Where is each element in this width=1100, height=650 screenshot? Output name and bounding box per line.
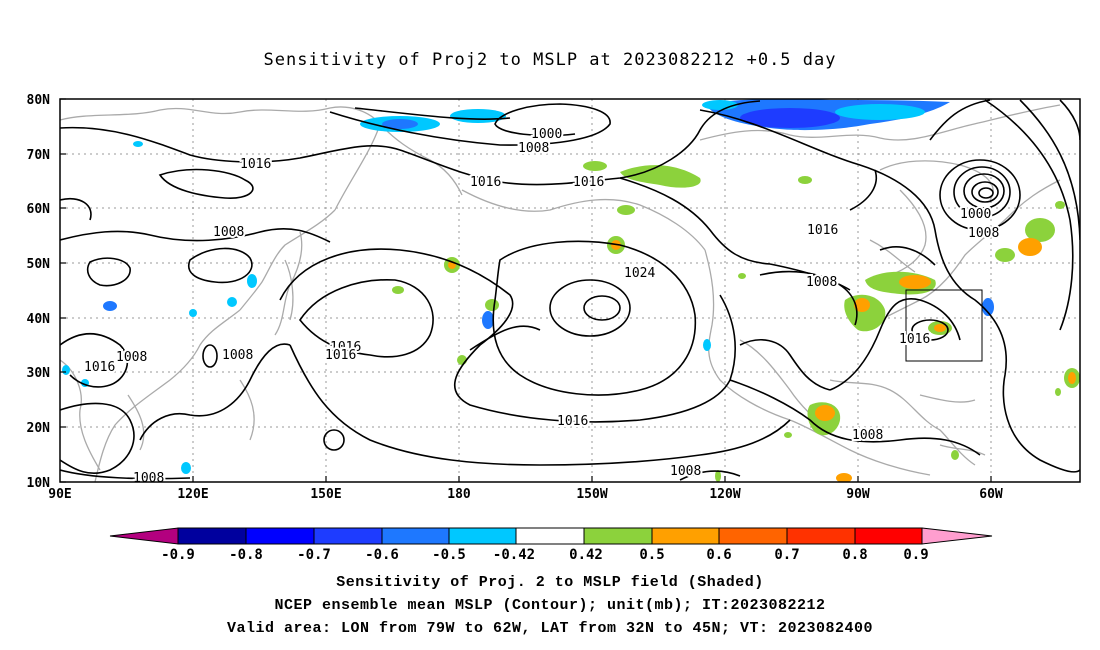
colorbar-label: 0.8 bbox=[842, 547, 867, 563]
colorbar-label: 0.5 bbox=[639, 547, 664, 563]
contour-label: 1016 bbox=[470, 175, 501, 190]
lat-label: 30N bbox=[27, 366, 51, 381]
colorbar bbox=[109, 527, 993, 545]
colorbar-segment bbox=[718, 527, 788, 545]
colorbar-label: -0.5 bbox=[432, 547, 466, 563]
colorbar-segment bbox=[921, 527, 993, 545]
colorbar-label: -0.6 bbox=[365, 547, 399, 563]
colorbar-segment bbox=[313, 527, 383, 545]
contour-label: 1016 bbox=[573, 175, 604, 190]
lon-label: 150W bbox=[576, 487, 607, 502]
map-gridlines bbox=[60, 99, 1080, 482]
contour-label: 1008 bbox=[133, 471, 164, 486]
colorbar-segment bbox=[515, 527, 585, 545]
lat-label: 50N bbox=[27, 257, 51, 272]
contour-label: 1016 bbox=[240, 157, 271, 172]
contour-label: 1008 bbox=[968, 226, 999, 241]
lat-label: 80N bbox=[27, 93, 51, 108]
contour-label: 1016 bbox=[807, 223, 838, 238]
lat-label: 70N bbox=[27, 148, 51, 163]
lon-label: 90W bbox=[846, 487, 870, 502]
contour-label: 1016 bbox=[84, 360, 115, 375]
caption-line-3: Valid area: LON from 79W to 62W, LAT fro… bbox=[226, 620, 874, 637]
colorbar-segment bbox=[177, 527, 247, 545]
contour-label: 1016 bbox=[330, 340, 361, 355]
lon-label: 90E bbox=[48, 487, 71, 502]
colorbar-label: -0.42 bbox=[493, 547, 535, 563]
lat-label: 60N bbox=[27, 202, 51, 217]
contour-label: 1008 bbox=[806, 275, 837, 290]
map-title: Sensitivity of Proj2 to MSLP at 20230822… bbox=[263, 50, 837, 70]
colorbar-label: 0.42 bbox=[569, 547, 603, 563]
caption-line-2: NCEP ensemble mean MSLP (Contour); unit(… bbox=[274, 597, 826, 614]
contour-label: 1008 bbox=[213, 225, 244, 240]
contour-label: 1008 bbox=[116, 350, 147, 365]
lat-label: 10N bbox=[27, 476, 51, 491]
colorbar-label: 0.9 bbox=[903, 547, 928, 563]
mslp-contours bbox=[60, 99, 1080, 481]
contour-label: 1000 bbox=[531, 127, 562, 142]
colorbar-label: 0.7 bbox=[774, 547, 799, 563]
lat-label: 20N bbox=[27, 421, 51, 436]
caption-line-1: Sensitivity of Proj. 2 to MSLP field (Sh… bbox=[336, 574, 764, 591]
colorbar-segment bbox=[651, 527, 720, 545]
colorbar-segment bbox=[245, 527, 315, 545]
colorbar-label: -0.7 bbox=[297, 547, 331, 563]
contour-label: 1008 bbox=[518, 141, 549, 156]
colorbar-label: -0.9 bbox=[161, 547, 195, 563]
coastlines bbox=[60, 104, 1061, 482]
lat-label: 40N bbox=[27, 312, 51, 327]
contour-label: 1016 bbox=[899, 332, 930, 347]
contour-label: 1008 bbox=[670, 464, 701, 479]
lon-label: 60W bbox=[979, 487, 1003, 502]
lon-label: 180 bbox=[447, 487, 471, 502]
colorbar-label: -0.8 bbox=[229, 547, 263, 563]
contour-labels: 1000 1008 1016 1016 1016 1000 1008 1016 … bbox=[82, 125, 1001, 488]
colorbar-segment bbox=[786, 527, 856, 545]
valid-area-box bbox=[905, 289, 983, 362]
lon-label: 150E bbox=[310, 487, 341, 502]
colorbar-segment bbox=[381, 527, 450, 545]
lon-label: 120E bbox=[177, 487, 208, 502]
sensitivity-shading bbox=[62, 99, 1080, 482]
colorbar-label: 0.6 bbox=[706, 547, 731, 563]
contour-label: 1024 bbox=[624, 266, 655, 281]
contour-label: 1008 bbox=[222, 348, 253, 363]
colorbar-segment bbox=[583, 527, 653, 545]
contour-label: 1000 bbox=[960, 207, 991, 222]
map-frame bbox=[59, 98, 1081, 483]
colorbar-segment bbox=[109, 527, 179, 545]
colorbar-segment bbox=[854, 527, 923, 545]
tick-marks bbox=[60, 98, 992, 483]
lon-label: 120W bbox=[709, 487, 740, 502]
contour-label: 1016 bbox=[557, 414, 588, 429]
contour-label: 1016 bbox=[325, 348, 356, 363]
contour-label: 1008 bbox=[852, 428, 883, 443]
colorbar-segment bbox=[448, 527, 517, 545]
